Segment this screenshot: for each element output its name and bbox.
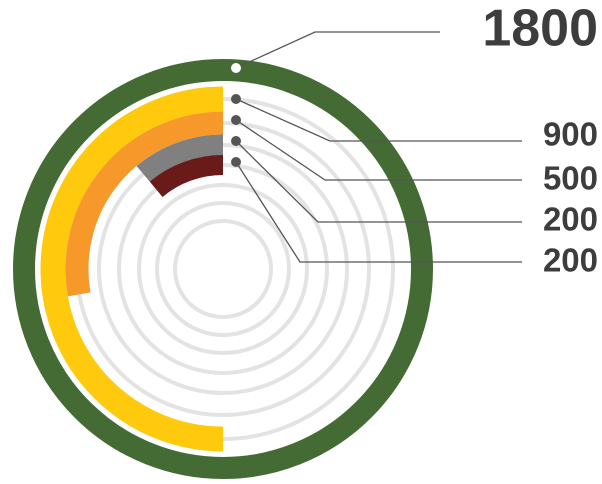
leader-dot xyxy=(231,115,241,125)
inner-disc xyxy=(37,83,409,455)
value-label: 500 xyxy=(543,160,598,197)
arc xyxy=(40,86,224,452)
leader-line xyxy=(235,119,522,181)
leader-dot xyxy=(231,136,241,146)
marks xyxy=(13,59,433,479)
leader-line xyxy=(235,140,522,223)
ring xyxy=(13,59,433,479)
value-label: 900 xyxy=(543,116,598,153)
leader-line xyxy=(235,161,522,263)
arc xyxy=(149,155,224,198)
leader-line xyxy=(235,98,522,142)
leader-dot xyxy=(231,94,241,104)
background-ring xyxy=(173,219,273,319)
background-ring xyxy=(155,201,291,337)
arc xyxy=(136,134,224,183)
arc xyxy=(65,111,224,297)
leader-dot xyxy=(231,157,241,167)
value-label: 1800 xyxy=(482,0,598,58)
background-ring xyxy=(137,183,309,355)
labels: 1800 900 500 200 200 xyxy=(231,0,598,279)
value-label: 200 xyxy=(543,201,598,238)
value-label: 200 xyxy=(543,242,598,279)
leader-dot xyxy=(231,63,241,73)
leader-line xyxy=(235,31,440,69)
